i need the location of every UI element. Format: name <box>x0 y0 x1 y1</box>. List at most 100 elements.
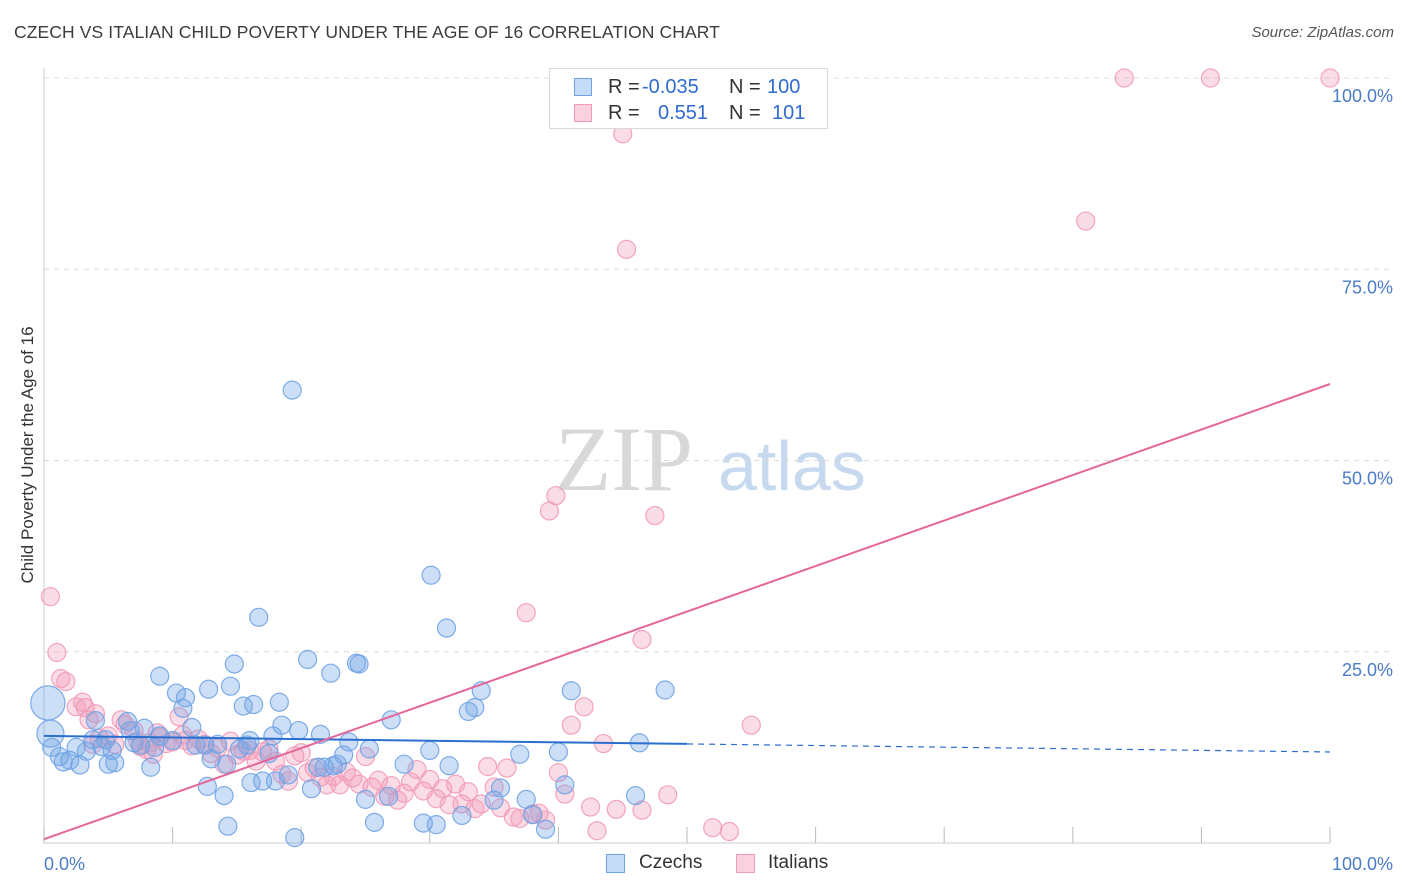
czechs-point <box>421 565 441 585</box>
italians-swatch <box>574 104 592 122</box>
italians-r-label: R = <box>608 102 640 124</box>
czechs-point <box>105 753 125 773</box>
italians-point <box>561 715 581 735</box>
italians-point <box>497 758 517 778</box>
y-tick-label: 25.0% <box>1342 660 1393 680</box>
italians-point <box>458 782 478 802</box>
chart-title: CZECH VS ITALIAN CHILD POVERTY UNDER THE… <box>14 22 720 42</box>
italians-point <box>580 797 601 817</box>
czechs-point <box>214 785 234 806</box>
watermark: ZIP atlas <box>555 408 866 510</box>
czechs-point <box>218 816 238 836</box>
czechs-point <box>285 828 305 848</box>
czechs-point <box>490 778 511 798</box>
italians-point <box>40 587 61 607</box>
czechs-point <box>561 681 581 701</box>
italians-point <box>51 668 71 689</box>
czechs-point <box>349 654 369 674</box>
czechs-point <box>452 805 472 826</box>
italians-point <box>56 671 76 692</box>
czechs-point <box>182 717 202 738</box>
italians-n-label: N = <box>729 102 761 124</box>
czechs-point <box>197 776 217 796</box>
trend-lines <box>43 383 1331 841</box>
czechs-point <box>30 685 66 721</box>
czechs-point <box>49 746 70 767</box>
czechs-point <box>439 756 459 776</box>
czechs-point <box>240 730 260 751</box>
czechs-point <box>278 765 298 785</box>
italians-point <box>503 807 523 827</box>
czechs-n-value: 100 <box>767 76 801 98</box>
czechs-point <box>272 715 292 735</box>
czechs-point <box>144 737 165 757</box>
italians-point <box>516 603 536 623</box>
italians-point <box>1076 211 1096 231</box>
italians-n-value: 101 <box>772 102 806 124</box>
italians-point <box>741 715 761 735</box>
x-tick-label: 100.0% <box>1332 854 1393 874</box>
czechs-n-label: N = <box>729 76 761 98</box>
italians-point <box>478 756 498 777</box>
czechs-point <box>163 730 183 751</box>
italians-point <box>291 743 311 763</box>
italians-point <box>484 777 504 797</box>
czechs-point <box>308 757 328 777</box>
czechs-point <box>484 790 504 810</box>
italians-legend-label: Italians <box>768 852 829 873</box>
tick-labels: 25.0% 50.0% 75.0% 100.0% 0.0% 100.0% <box>44 86 1393 874</box>
source-credit: Source: ZipAtlas.com <box>1251 24 1394 41</box>
italians-point <box>616 239 637 259</box>
czechs-point <box>141 757 161 777</box>
czechs-point <box>548 742 569 762</box>
czechs-point <box>102 740 122 761</box>
stats-legend: R = -0.035 N = 100 R = 0.551 N = 101 <box>549 68 828 129</box>
czechs-point <box>625 785 646 806</box>
italians-point <box>632 629 652 650</box>
czechs-point <box>321 663 341 683</box>
czechs-point <box>175 688 196 708</box>
italians-point <box>452 794 472 814</box>
czechs-point <box>555 775 575 795</box>
italians-point <box>703 818 723 838</box>
italians-point <box>587 821 607 841</box>
czechs-point <box>510 744 530 764</box>
czechs-point <box>76 741 97 761</box>
czechs-point <box>339 732 359 752</box>
italians-point <box>1114 68 1134 88</box>
czechs-point <box>298 649 318 670</box>
italians-point <box>471 794 491 814</box>
italians-point <box>1200 68 1221 88</box>
czechs-point <box>220 676 241 696</box>
czechs-trend-extension <box>686 743 1331 753</box>
czechs-point <box>269 692 289 712</box>
czechs-point <box>379 786 399 806</box>
italians-point <box>75 697 95 718</box>
y-tick-label: 75.0% <box>1342 277 1393 297</box>
czechs-legend-label: Czechs <box>639 852 703 873</box>
czechs-point <box>233 696 253 716</box>
czechs-point <box>426 815 446 835</box>
czechs-legend-swatch <box>606 854 625 873</box>
czechs-point <box>282 380 302 400</box>
czechs-point <box>224 654 244 674</box>
czechs-point <box>96 730 116 750</box>
italians-trend-line <box>43 383 1331 841</box>
czechs-point <box>655 680 675 700</box>
czechs-point <box>150 666 170 686</box>
italians-r-value: 0.551 <box>658 102 709 124</box>
y-tick-label: 50.0% <box>1342 469 1393 489</box>
x-tick-label: 0.0% <box>44 854 85 874</box>
czechs-point <box>249 607 269 627</box>
czechs-point <box>244 694 264 715</box>
czechs-point <box>420 740 440 761</box>
italians-point <box>546 486 566 506</box>
czechs-point <box>199 679 219 699</box>
italians-point <box>510 808 530 829</box>
czechs-point <box>150 726 170 746</box>
czechs-swatch <box>574 78 592 96</box>
czechs-r-label: R = <box>608 76 640 98</box>
italians-point <box>1320 68 1340 88</box>
gridlines <box>44 77 1394 653</box>
